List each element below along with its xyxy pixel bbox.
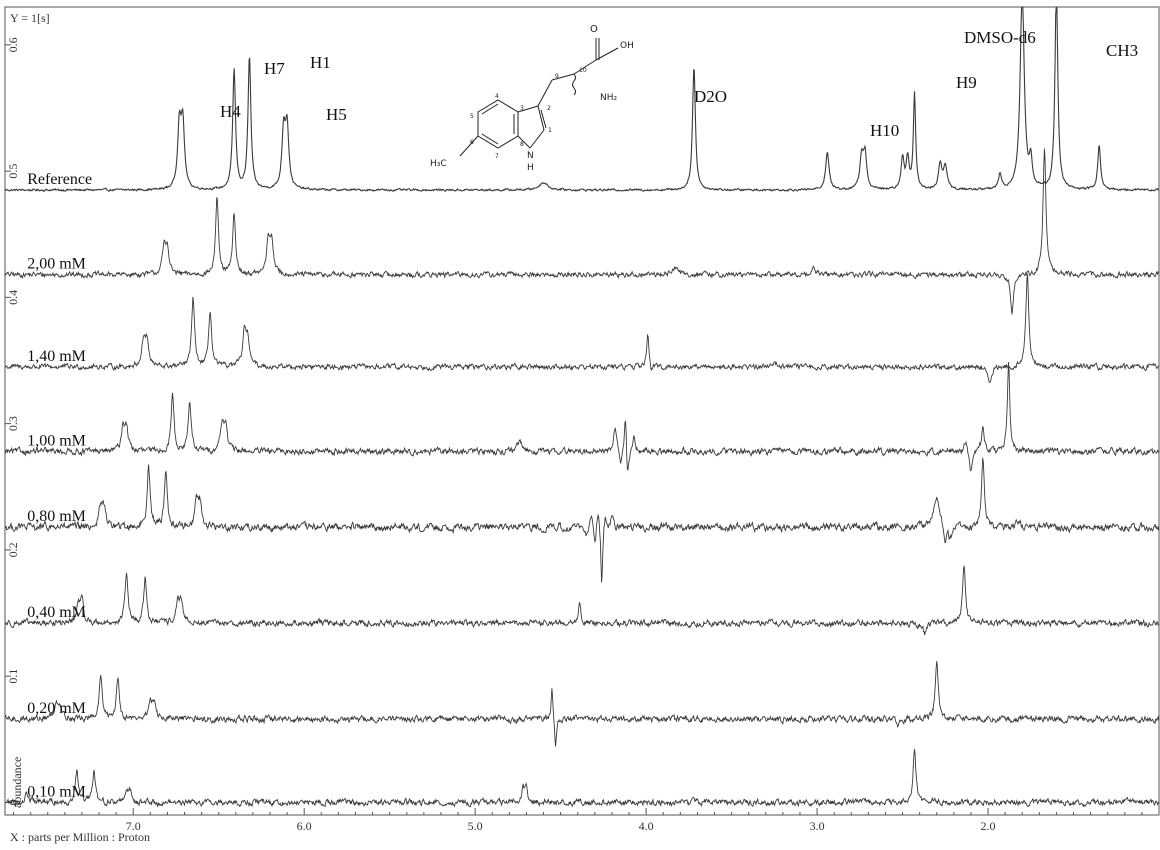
annotation-h5: H5 [326,105,347,124]
series-label: 0,10 mM [27,783,86,800]
atom-label: NH₂ [600,93,618,103]
y-axis-title: abundance [10,757,24,808]
spectrum-trace [4,361,1160,472]
x-tick-label: 4.0 [639,819,654,833]
y-tick-label: 0 [6,799,20,805]
annotation-dmso-d6: DMSO-d6 [964,28,1036,47]
spectrum-trace [4,749,1160,808]
annotation-d2o: D2O [694,87,727,106]
atom-label: N [527,151,534,161]
series-label: Reference [27,171,92,188]
spectrum-trace [4,148,1160,315]
atom-label: 5 [470,113,474,120]
annotation-h7: H7 [264,59,285,78]
y-tick-label: 0.4 [6,290,20,305]
annotation-h9: H9 [956,73,977,92]
annotation-h10: H10 [870,121,899,140]
series-labels: Reference 2,00 mM 1,40 mM 1,00 mM 0,80 mM 0,4… [27,171,92,800]
plot-frame [4,6,1160,816]
atom-label: H₃C [430,159,447,169]
y-axis: 0 0.1 0.2 0.3 0.4 0.5 0.6 [5,37,20,805]
x-tick-label: 2.0 [981,819,996,833]
series-label: 0,20 mM [27,700,86,717]
y-tick-label: 0.1 [6,669,20,684]
x-tick-label: 6.0 [297,819,312,833]
atom-label: 9 [555,73,559,80]
spectra-group [4,6,1160,808]
molecule-labels: O OH 10 9 NH₂ 4 3 2 5 6 7 8 1 H₃C N H [430,24,634,173]
x-axis: 7.0 6.0 5.0 4.0 3.0 2.0 [13,808,1160,833]
y-tick-label: 0.3 [6,416,20,431]
atom-label: 4 [495,93,499,100]
atom-label: 8 [520,141,524,148]
y-tick-label: 0.5 [6,164,20,179]
series-label: 1,00 mM [27,432,86,449]
atom-label: 6 [470,139,474,146]
x-tick-label: 7.0 [126,819,141,833]
spectrum-trace [4,274,1159,383]
atom-label: H [527,163,534,173]
y-scale-label: Y = 1[s] [10,11,50,25]
annotation-h1: H1 [310,53,331,72]
spectrum-trace [4,661,1160,747]
annotation-ch3: CH3 [1106,41,1138,60]
atom-label: 3 [520,105,524,112]
annotation-h4: H4 [220,102,241,121]
series-label: 2,00 mM [27,256,86,273]
atom-label: OH [620,41,634,51]
atom-label: 1 [548,127,552,134]
x-tick-label: 5.0 [468,819,483,833]
atom-label: O [590,24,598,35]
spectrum-trace [4,457,1160,583]
y-tick-label: 0.6 [6,37,20,52]
series-label: 1,40 mM [27,348,86,365]
y-tick-label: 0.2 [6,542,20,557]
spectrum-trace [4,6,1159,193]
atom-label: 2 [547,105,551,112]
series-label: 0,40 mM [27,604,86,621]
atom-label: 7 [495,153,499,160]
x-tick-label: 3.0 [810,819,825,833]
series-label: 0,80 mM [27,508,86,525]
atom-label: 10 [579,67,587,74]
spectrum-trace [4,565,1159,636]
x-axis-title: X : parts per Million : Proton [10,830,150,844]
molecule-structure [459,38,619,157]
